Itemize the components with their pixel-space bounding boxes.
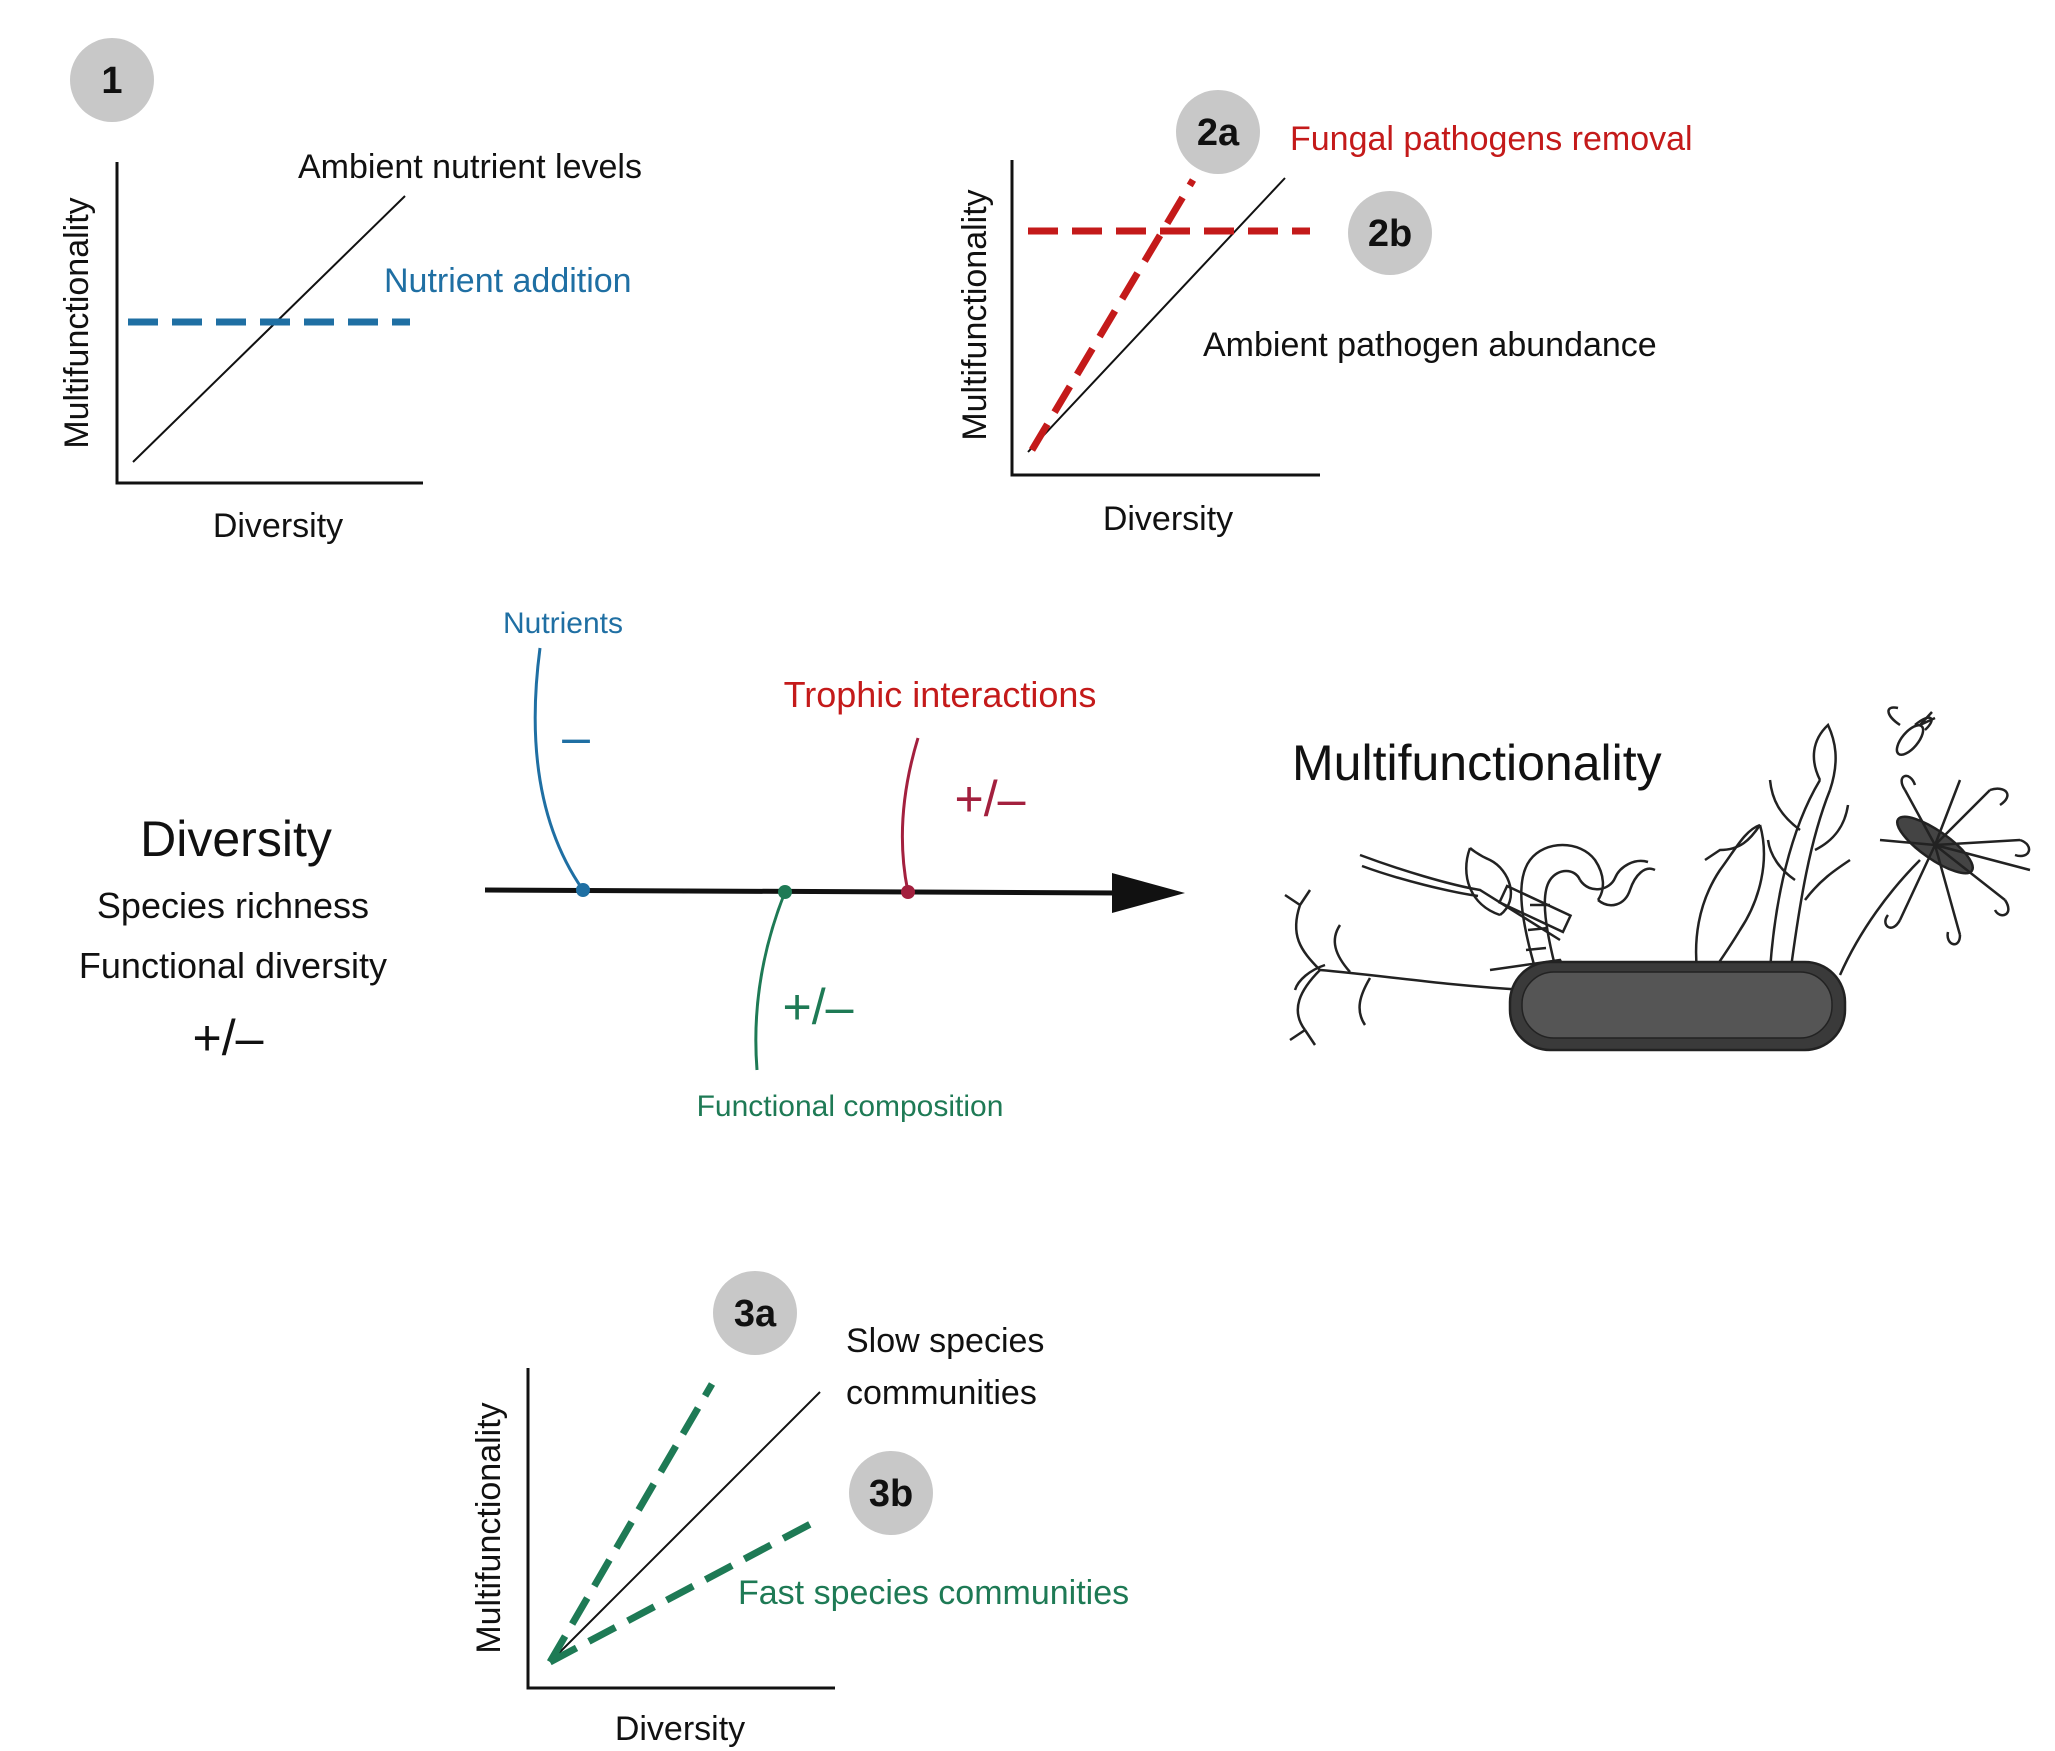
functional-label: Functional composition [697,1090,1004,1123]
panel-3-fast-label: Fast species communities [738,1574,1129,1612]
panel-2-removal-line [1028,178,1197,452]
badge-2a-label: 2a [1197,112,1240,154]
badge-3b [849,1451,933,1535]
badge-2b-label: 2b [1368,213,1412,255]
badge-1 [70,38,154,122]
panel-3-slow-label-1: Slow species [846,1322,1044,1360]
trophic-node [901,885,915,899]
panel-3-axes [526,1368,835,1690]
panel-3-x-label: Diversity [615,1710,745,1748]
badge-3a-label: 3a [734,1293,777,1335]
panel-2-x-label: Diversity [1103,500,1233,538]
panel-1-y-label: Multifunctionality [58,197,96,448]
panel-3-slow-label-2: communities [846,1374,1037,1412]
roots-sketch [1284,889,1526,1046]
outcome-title: Multifunctionality [1292,735,1662,791]
main-arrow-head [1112,873,1185,913]
panel-1-ambient-label: Ambient nutrient levels [298,148,642,186]
diversity-functional-diversity: Functional diversity [79,945,387,986]
badge-3b-label: 3b [869,1473,913,1515]
badge-2b [1348,191,1432,275]
multitool-illustration [1284,706,2031,1052]
panel-3-fast-line [548,1516,820,1666]
insect-sketch [1887,706,1936,756]
functional-node [778,885,792,899]
functional-sign: +/– [783,979,854,1035]
panel-2-ambient-line [1027,177,1286,453]
badge-3a [713,1271,797,1355]
panel-1: 1 Multifunctionality Diversity Ambient n… [58,38,642,545]
diversity-sign: +/– [193,1010,264,1066]
scissors-sketch [1359,847,1577,991]
panel-1-nutrient-addition-label: Nutrient addition [384,262,632,300]
panel-2-ambient-label: Ambient pathogen abundance [1203,326,1657,364]
panel-1-ambient-line [132,195,406,463]
soil-handle-sketch [1508,960,1847,1052]
panel-1-x-label: Diversity [213,507,343,545]
central-diagram: Diversity Species richness Functional di… [79,607,1662,1123]
diversity-species-richness: Species richness [97,885,369,926]
earthworm-sketch [1520,843,1656,986]
panel-3: Multifunctionality Diversity 3a 3b Slow … [470,1271,1129,1748]
panel-3-slow-line [549,1391,821,1663]
grass-sketch [1766,722,1851,976]
panel-3-3a-line [546,1382,716,1664]
main-arrow-shaft [484,887,1121,896]
functional-connector [754,891,787,1071]
trophic-label: Trophic interactions [784,674,1097,715]
badge-1-label: 1 [101,60,122,102]
panel-2-axes [1010,160,1320,477]
diversity-title: Diversity [140,811,332,867]
nutrients-connector [533,647,585,891]
nutrients-node [576,883,590,897]
daisy-sketch [1838,774,2031,976]
trophic-connector [900,737,920,893]
panel-2-removal-label: Fungal pathogens removal [1290,120,1693,158]
panel-2: Multifunctionality Diversity 2a 2b Funga… [956,90,1693,538]
panel-1-axes [115,162,423,485]
nutrients-sign: – [562,709,590,765]
badge-2a [1176,90,1260,174]
trophic-sign: +/– [955,771,1026,827]
panel-3-y-label: Multifunctionality [470,1402,508,1653]
nutrients-label: Nutrients [503,607,623,640]
panel-2-y-label: Multifunctionality [956,189,994,440]
